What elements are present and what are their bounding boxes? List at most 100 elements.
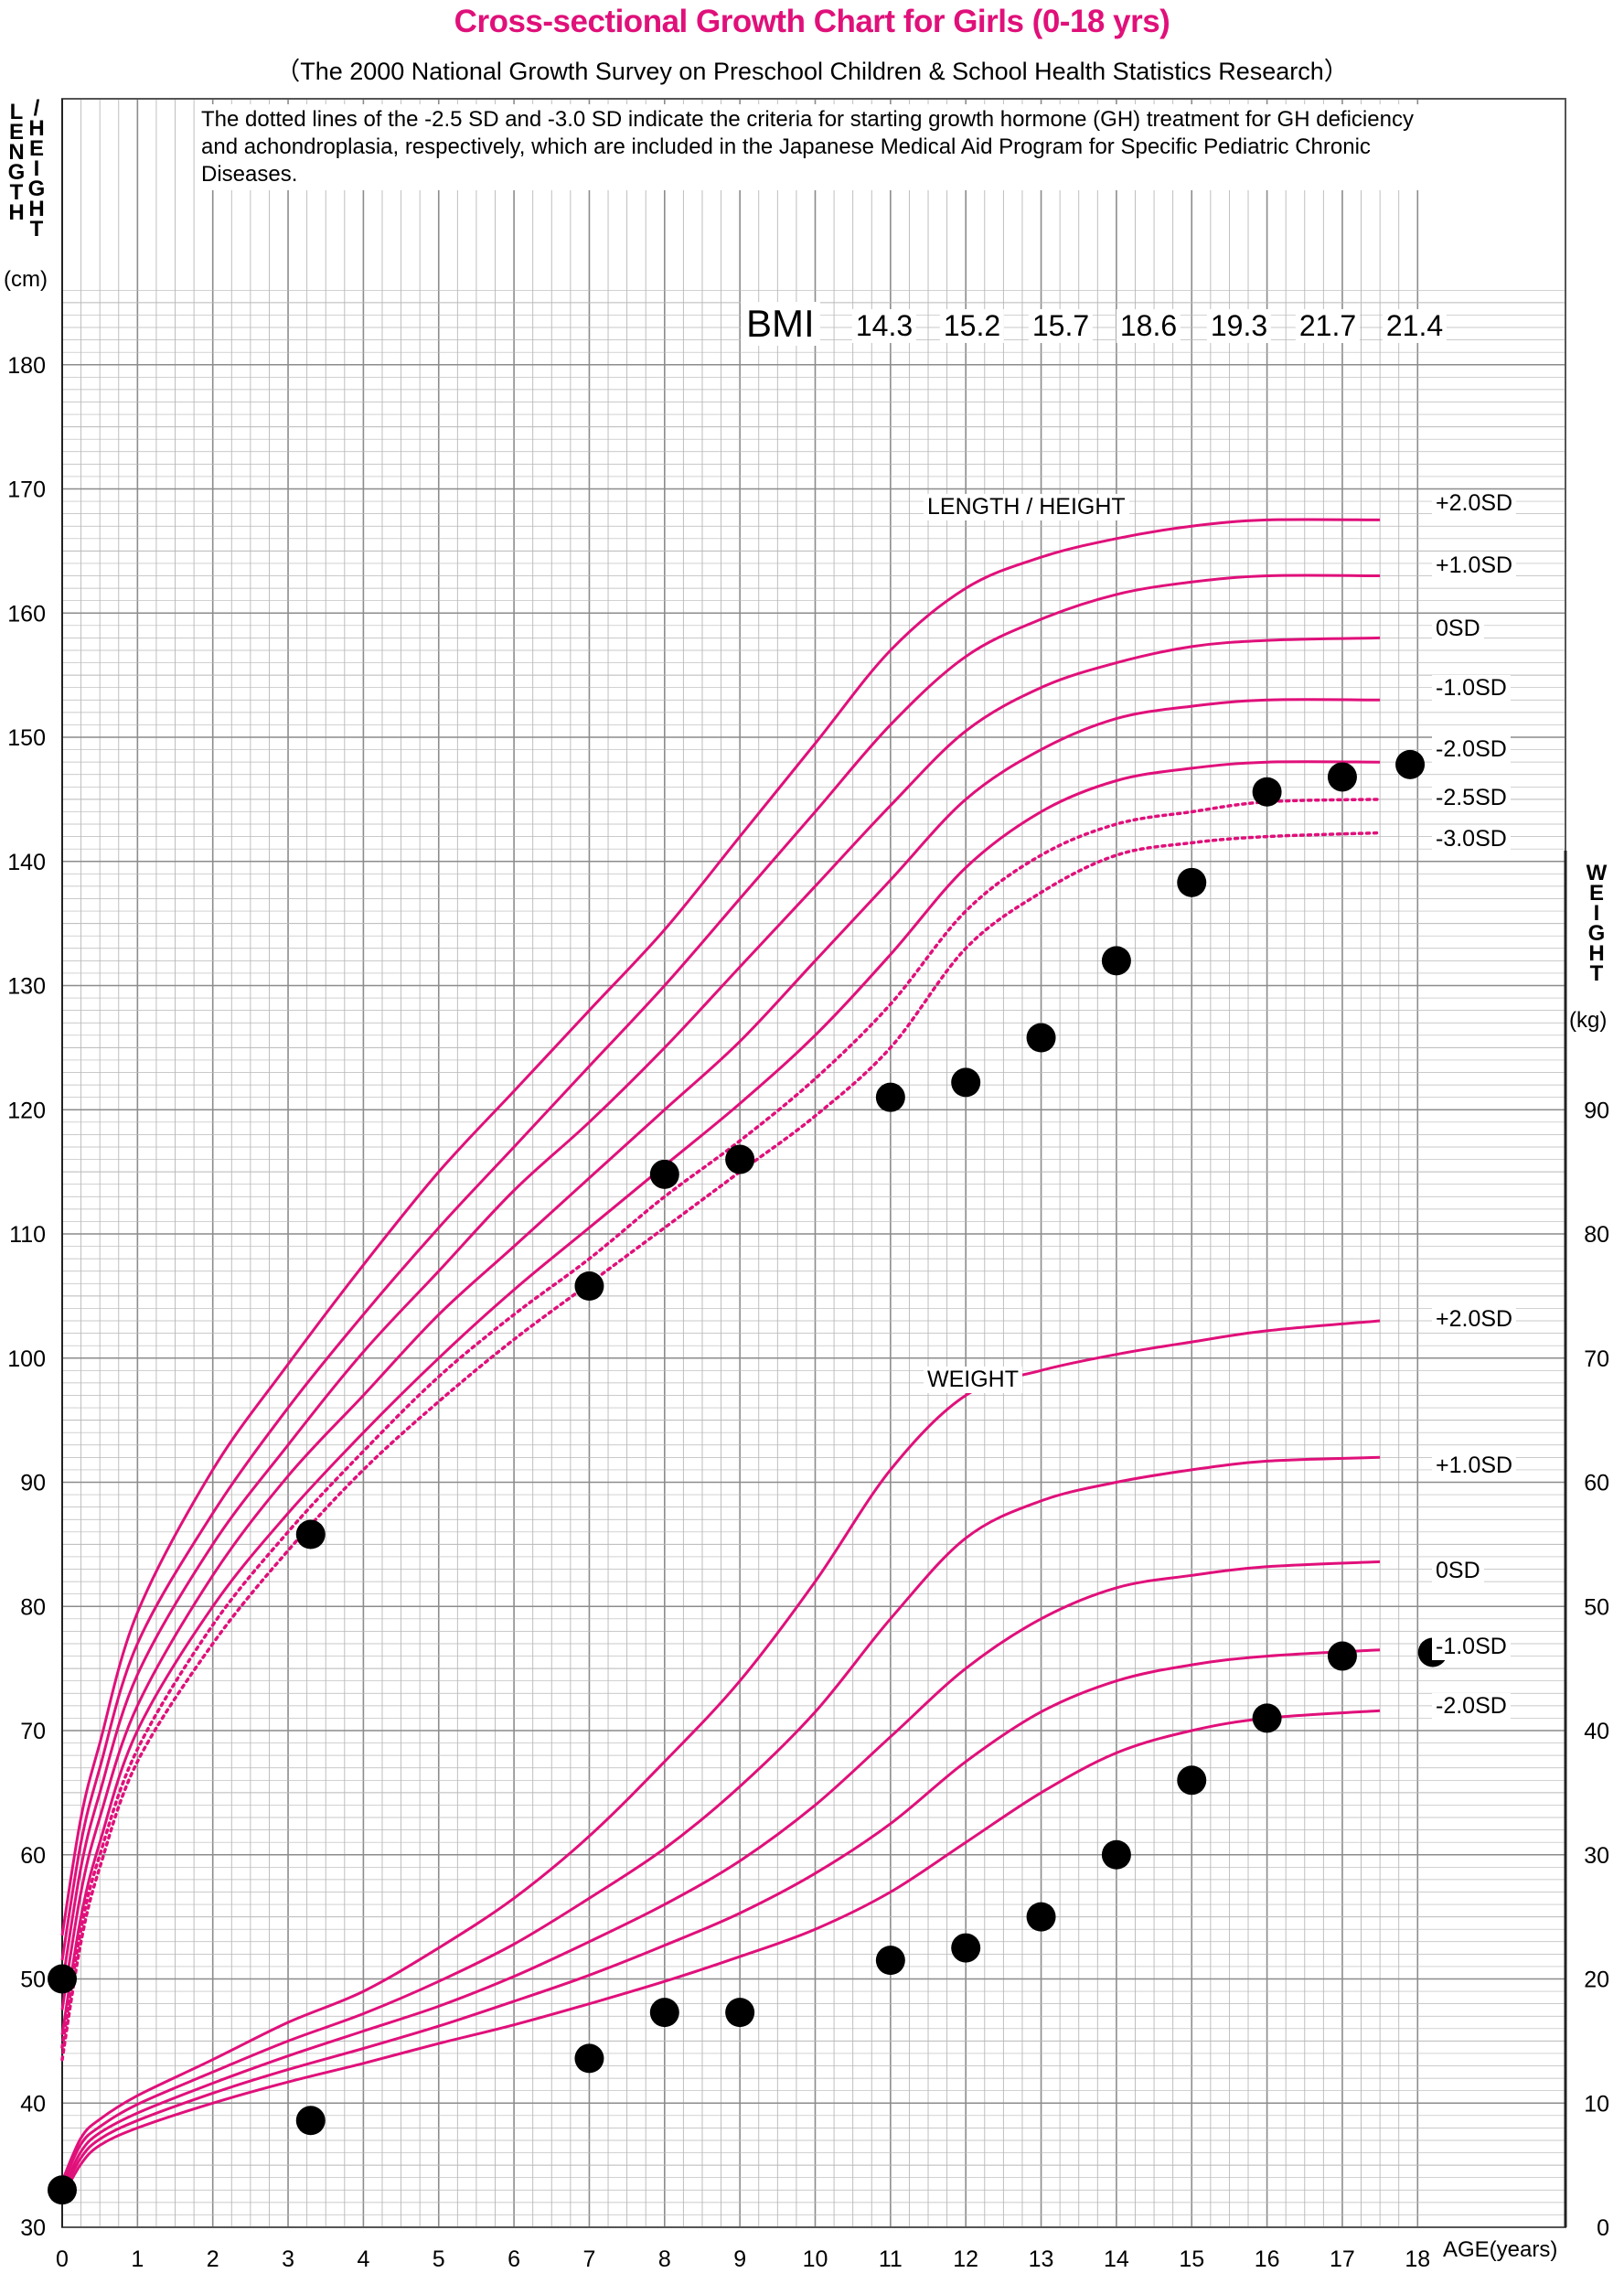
weight-point xyxy=(1101,1839,1131,1870)
height-sd-label: +1.0SD xyxy=(1432,552,1517,579)
height-curve xyxy=(60,760,1381,2035)
weight-sd-label: 0SD xyxy=(1432,1558,1484,1584)
height-point xyxy=(725,1144,755,1174)
weight-point xyxy=(951,1933,981,1963)
weight-sd-label: -2.0SD xyxy=(1432,1693,1511,1720)
curves xyxy=(60,518,1382,2199)
weight-tick-label: 0 xyxy=(1597,2215,1609,2241)
bmi-value: 14.3 xyxy=(851,309,917,343)
weight-tick-label: 30 xyxy=(1584,1843,1609,1869)
height-tick-label: 120 xyxy=(7,1098,46,1123)
weight-sd-label: +1.0SD xyxy=(1432,1453,1517,1479)
x-tick-label: 7 xyxy=(582,2246,595,2272)
height-sd-label: -3.0SD xyxy=(1432,826,1511,852)
weight-tick-label: 40 xyxy=(1584,1719,1609,1744)
height-point xyxy=(649,1159,679,1189)
x-tick-label: 16 xyxy=(1255,2246,1280,2272)
weight-tick-label: 60 xyxy=(1584,1471,1609,1496)
bmi-label: BMI xyxy=(741,302,820,346)
height-point xyxy=(1327,762,1357,792)
x-tick-label: 1 xyxy=(131,2246,144,2272)
bmi-value: 15.2 xyxy=(939,309,1005,343)
height-tick-label: 150 xyxy=(7,725,46,751)
weight-curve xyxy=(60,1709,1381,2199)
height-curve xyxy=(60,636,1381,1986)
x-tick-label: 13 xyxy=(1029,2246,1054,2272)
axis-ticks: 0 1 2 3 4 5 6 7 8 9 10 11 12 13 14 15 16 17 18304050607080… xyxy=(7,353,1609,2272)
left-axis-label-part2: / H E I G H T xyxy=(27,96,46,241)
height-point xyxy=(1101,946,1131,976)
height-tick-label: 60 xyxy=(20,1843,46,1869)
height-point xyxy=(1177,867,1207,897)
weight-tick-label: 70 xyxy=(1584,1346,1609,1372)
chart-grid xyxy=(61,98,1567,2228)
height-curve xyxy=(60,798,1382,2049)
weight-curve xyxy=(60,1648,1381,2194)
bmi-value: 21.7 xyxy=(1295,309,1361,343)
height-point xyxy=(48,1964,77,1994)
height-curves-title: LENGTH / HEIGHT xyxy=(924,494,1129,520)
height-tick-label: 100 xyxy=(7,1346,46,1372)
x-tick-label: 14 xyxy=(1104,2246,1129,2272)
right-axis-label: W E I G H T xyxy=(1586,861,1608,986)
bmi-value: 15.7 xyxy=(1028,309,1094,343)
x-tick-label: 6 xyxy=(508,2246,520,2272)
weight-sd-label: -1.0SD xyxy=(1432,1634,1511,1660)
weight-point xyxy=(574,2043,604,2074)
bmi-value: 19.3 xyxy=(1206,309,1272,343)
weight-point xyxy=(48,2175,77,2205)
chart-note: The dotted lines of the -2.5 SD and -3.0… xyxy=(196,104,1450,190)
weight-curves-title: WEIGHT xyxy=(924,1367,1022,1393)
height-point xyxy=(574,1271,604,1302)
x-tick-label: 0 xyxy=(56,2246,69,2272)
height-sd-label: +2.0SD xyxy=(1432,490,1517,517)
height-point xyxy=(295,1519,326,1549)
bmi-value: 18.6 xyxy=(1116,309,1181,343)
weight-tick-label: 90 xyxy=(1584,1098,1609,1123)
right-axis-unit: (kg) xyxy=(1569,1008,1608,1033)
height-tick-label: 70 xyxy=(20,1719,46,1744)
x-axis-label: AGE(years) xyxy=(1443,2237,1558,2262)
x-tick-label: 17 xyxy=(1330,2246,1355,2272)
height-point xyxy=(875,1082,905,1112)
patient-points xyxy=(48,749,1448,2205)
height-tick-label: 90 xyxy=(20,1471,46,1496)
left-axis-label-part1: L E N G T H xyxy=(7,100,26,225)
x-tick-label: 8 xyxy=(658,2246,671,2272)
weight-curve xyxy=(60,1319,1381,2182)
weight-point xyxy=(1026,1902,1056,1932)
height-point xyxy=(1395,749,1426,779)
height-sd-label: -2.0SD xyxy=(1432,736,1511,763)
height-tick-label: 170 xyxy=(7,477,46,503)
height-tick-label: 160 xyxy=(7,601,46,627)
x-tick-label: 18 xyxy=(1405,2246,1430,2272)
height-curve xyxy=(60,698,1381,2010)
weight-tick-label: 20 xyxy=(1584,1967,1609,1993)
height-point xyxy=(1252,777,1282,807)
height-point xyxy=(1026,1023,1056,1053)
height-curve xyxy=(60,518,1381,1936)
weight-curve xyxy=(60,1560,1381,2191)
chart-title: Cross-sectional Growth Chart for Girls (… xyxy=(454,4,1170,39)
height-tick-label: 110 xyxy=(9,1222,46,1248)
x-tick-label: 3 xyxy=(282,2246,294,2272)
left-axis-unit: (cm) xyxy=(4,267,48,292)
height-sd-label: 0SD xyxy=(1432,616,1484,642)
weight-point xyxy=(649,1998,679,2028)
height-tick-label: 180 xyxy=(7,353,46,379)
weight-point xyxy=(1327,1641,1357,1671)
height-curve xyxy=(60,574,1381,1961)
x-tick-label: 15 xyxy=(1179,2246,1204,2272)
height-tick-label: 40 xyxy=(20,2091,46,2117)
x-tick-label: 5 xyxy=(433,2246,445,2272)
x-tick-label: 10 xyxy=(803,2246,828,2272)
height-tick-label: 30 xyxy=(20,2215,46,2241)
chart-subtitle: （The 2000 National Growth Survey on Pres… xyxy=(275,58,1349,85)
weight-point xyxy=(1252,1703,1282,1733)
height-tick-label: 50 xyxy=(20,1967,46,1993)
x-tick-label: 12 xyxy=(953,2246,978,2272)
height-tick-label: 130 xyxy=(7,974,46,1000)
height-curve xyxy=(60,831,1382,2062)
weight-sd-label: +2.0SD xyxy=(1432,1306,1517,1333)
